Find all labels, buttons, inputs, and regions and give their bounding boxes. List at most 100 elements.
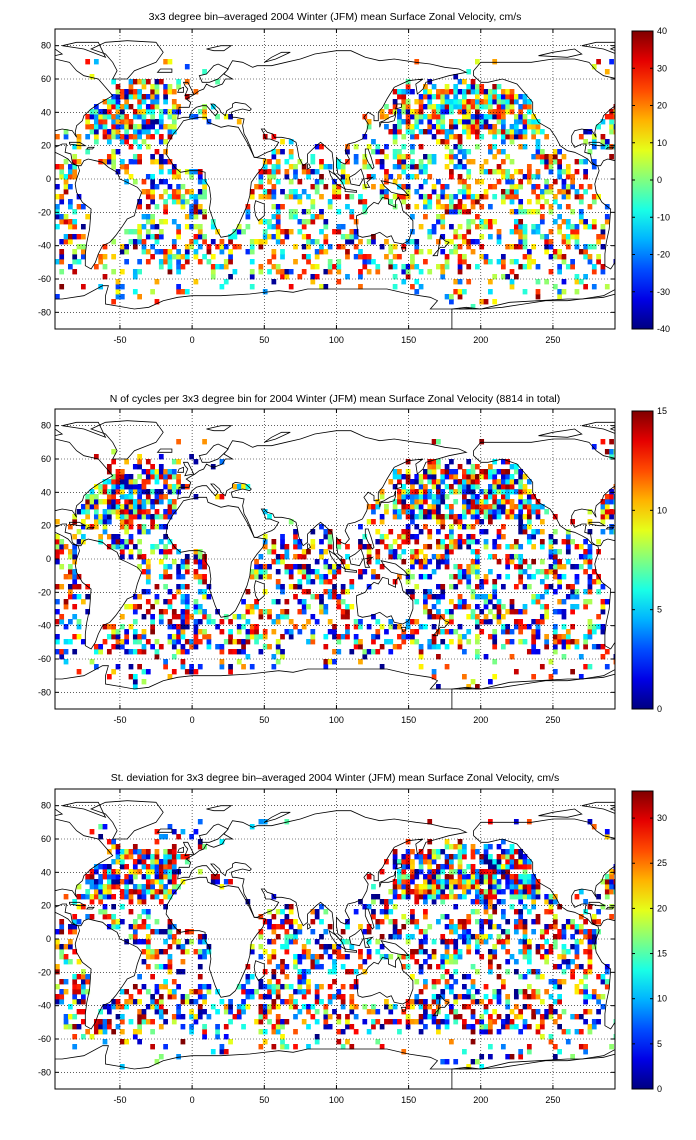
- data-bin: [444, 84, 450, 90]
- data-bin: [306, 954, 311, 960]
- data-bin: [462, 204, 467, 210]
- data-bin: [119, 1019, 125, 1025]
- data-bin: [522, 949, 528, 955]
- data-bin: [150, 974, 155, 980]
- data-bin: [184, 564, 190, 570]
- data-bin: [150, 549, 155, 555]
- data-bin: [223, 1009, 229, 1015]
- data-bin: [345, 249, 350, 255]
- data-bin: [124, 1039, 130, 1045]
- data-bin: [565, 219, 571, 225]
- data-bin: [392, 469, 398, 475]
- data-bin: [457, 99, 463, 105]
- data-bin: [55, 194, 60, 200]
- data-bin: [319, 284, 324, 290]
- data-bin: [518, 504, 524, 510]
- data-bin: [288, 909, 294, 915]
- data-bin: [470, 194, 476, 200]
- data-bin: [67, 164, 73, 170]
- data-bin: [531, 154, 537, 160]
- data-bin: [163, 599, 168, 605]
- data-bin: [150, 99, 155, 105]
- data-bin: [258, 574, 264, 580]
- data-bin: [111, 479, 117, 485]
- data-bin: [284, 929, 290, 935]
- data-bin: [327, 1014, 333, 1020]
- data-bin: [427, 479, 433, 485]
- data-bin: [319, 524, 324, 530]
- data-bin: [262, 984, 268, 990]
- data-bin: [306, 1024, 311, 1030]
- data-bin: [388, 174, 394, 180]
- data-bin: [111, 539, 117, 545]
- data-bin: [301, 954, 307, 960]
- data-bin: [332, 594, 337, 600]
- data-bin: [401, 559, 407, 565]
- data-bin: [505, 99, 511, 105]
- data-bin: [453, 969, 459, 975]
- x-tick-label: 100: [329, 715, 344, 725]
- data-bin: [526, 119, 532, 125]
- data-bin: [578, 924, 584, 930]
- data-bin: [609, 904, 614, 910]
- data-bin: [414, 549, 420, 555]
- data-bin: [223, 114, 229, 120]
- data-bin: [418, 574, 424, 580]
- data-bin: [466, 244, 472, 250]
- data-bin: [241, 1024, 246, 1030]
- data-bin: [319, 604, 324, 610]
- data-bin: [271, 149, 277, 155]
- data-bin: [362, 159, 368, 165]
- data-bin: [332, 959, 337, 965]
- data-bin: [72, 164, 78, 170]
- data-bin: [531, 919, 537, 925]
- data-bin: [158, 134, 164, 140]
- data-bin: [93, 649, 99, 655]
- data-bin: [475, 84, 480, 90]
- data-bin: [492, 479, 498, 485]
- data-bin: [397, 194, 402, 200]
- data-bin: [167, 504, 173, 510]
- data-bin: [561, 929, 567, 935]
- data-bin: [500, 629, 506, 635]
- data-bin: [401, 279, 407, 285]
- data-bin: [349, 604, 355, 610]
- data-bin: [384, 639, 389, 645]
- data-bin: [578, 654, 584, 660]
- data-bin: [513, 919, 519, 925]
- data-bin: [405, 239, 411, 245]
- data-bin: [466, 1004, 472, 1010]
- data-bin: [115, 114, 121, 120]
- data-bin: [379, 244, 385, 250]
- data-bin: [444, 984, 450, 990]
- data-bin: [176, 1054, 181, 1060]
- data-bin: [591, 939, 597, 945]
- data-bin: [184, 244, 190, 250]
- data-bin: [241, 484, 246, 490]
- data-bin: [280, 944, 285, 950]
- data-bin: [284, 554, 290, 560]
- data-bin: [67, 234, 73, 240]
- data-bin: [63, 599, 69, 605]
- data-bin: [171, 609, 177, 615]
- data-bin: [475, 499, 480, 505]
- data-bin: [500, 124, 506, 130]
- data-bin: [531, 174, 537, 180]
- data-bin: [500, 109, 506, 115]
- data-bin: [67, 569, 73, 575]
- data-bin: [271, 984, 277, 990]
- data-bin: [462, 124, 467, 130]
- data-bin: [431, 184, 437, 190]
- data-bin: [193, 114, 199, 120]
- data-bin: [132, 109, 138, 115]
- data-bin: [401, 119, 407, 125]
- data-bin: [193, 169, 199, 175]
- data-bin: [513, 184, 519, 190]
- data-bin: [379, 934, 385, 940]
- data-bin: [518, 554, 524, 560]
- data-bin: [379, 159, 385, 165]
- data-bin: [487, 999, 493, 1005]
- data-bin: [93, 454, 99, 460]
- data-bin: [332, 569, 337, 575]
- data-bin: [115, 504, 121, 510]
